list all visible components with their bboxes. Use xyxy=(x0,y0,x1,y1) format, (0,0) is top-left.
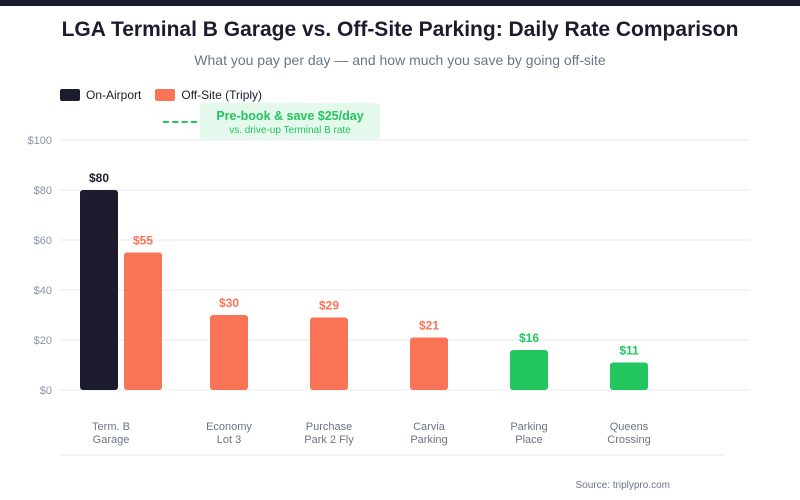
data-label: $16 xyxy=(519,331,539,345)
bar xyxy=(210,315,248,390)
top-accent-bar xyxy=(0,0,800,6)
x-tick-label: Parking xyxy=(510,421,547,433)
bar xyxy=(410,337,448,390)
annotation-dashed-line xyxy=(163,121,197,123)
legend-swatch xyxy=(155,89,176,101)
bar xyxy=(80,190,118,390)
y-tick-label: $60 xyxy=(34,235,52,247)
bar xyxy=(610,362,648,390)
legend-label: Off-Site (Triply) xyxy=(181,88,263,102)
y-tick-label: $0 xyxy=(40,385,52,397)
x-tick-label: Carvia xyxy=(413,421,446,433)
y-tick-label: $100 xyxy=(28,135,52,147)
data-label: $29 xyxy=(319,299,339,313)
legend-swatch xyxy=(60,89,80,101)
chart-title: LGA Terminal B Garage vs. Off-Site Parki… xyxy=(61,18,739,41)
legend-item-on-airport: On-Airport xyxy=(60,88,141,102)
x-tick-label: Garage xyxy=(93,434,130,446)
data-label: $21 xyxy=(419,319,439,333)
savings-annotation: Pre-book & save $25/day vs. drive-up Ter… xyxy=(200,103,380,140)
data-label: $11 xyxy=(619,344,639,358)
data-label: $55 xyxy=(133,234,153,248)
y-tick-label: $40 xyxy=(34,285,52,297)
x-tick-label: Parking xyxy=(410,434,447,446)
legend: On-Airport Off-Site (Triply) xyxy=(60,88,262,102)
bar xyxy=(510,350,548,390)
bar xyxy=(124,252,162,390)
chart-subtitle: What you pay per day — and how much you … xyxy=(194,52,606,68)
source-note: Source: triplypro.com xyxy=(575,480,670,491)
x-tick-label: Purchase xyxy=(306,421,352,433)
x-tick-label: Place xyxy=(515,434,543,446)
annotation-headline: Pre-book & save $25/day xyxy=(216,109,364,123)
y-tick-label: $20 xyxy=(34,335,52,347)
legend-item-off-site: Off-Site (Triply) xyxy=(155,88,262,102)
data-label: $30 xyxy=(219,296,239,310)
x-tick-label: Economy xyxy=(206,421,252,433)
legend-label: On-Airport xyxy=(86,88,142,102)
x-tick-label: Lot 3 xyxy=(217,434,241,446)
x-tick-label: Queens xyxy=(610,421,649,433)
bar xyxy=(310,317,348,390)
y-tick-label: $80 xyxy=(34,185,52,197)
annotation-detail: vs. drive-up Terminal B rate xyxy=(229,125,351,136)
data-label: $80 xyxy=(89,171,109,185)
x-tick-label: Park 2 Fly xyxy=(304,434,354,446)
x-tick-label: Crossing xyxy=(607,434,650,446)
x-tick-label: Term. B xyxy=(92,421,130,433)
